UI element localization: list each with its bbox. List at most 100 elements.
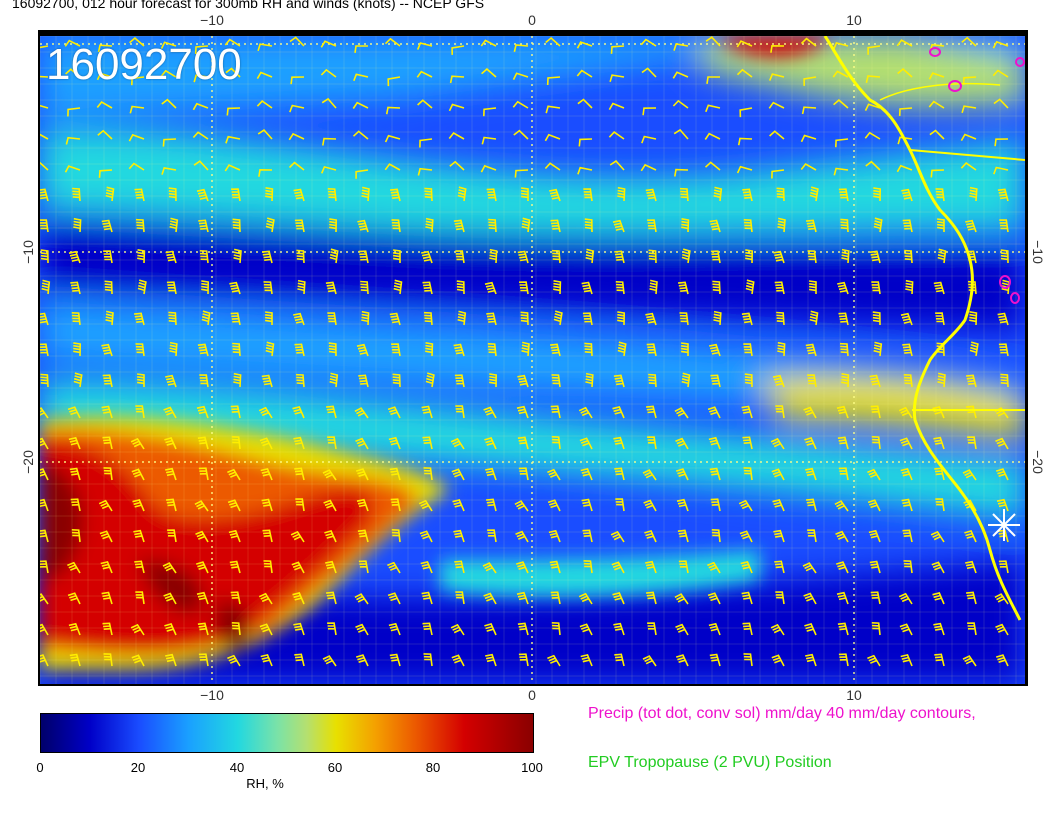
wind-barb (521, 341, 530, 357)
wind-barb (393, 279, 403, 295)
wind-barb (614, 250, 625, 264)
wind-barb (547, 499, 561, 512)
wind-barb (961, 36, 977, 47)
wind-barb (134, 560, 145, 574)
wind-barb (130, 437, 145, 450)
wind-barb (455, 250, 465, 264)
wind-barb (835, 530, 849, 543)
wind-barb (449, 75, 465, 84)
wind-barb (969, 311, 978, 326)
wind-barb (484, 623, 497, 636)
wind-barb (550, 591, 561, 605)
wind-barb (480, 39, 497, 47)
wind-barb (160, 69, 177, 78)
wind-barb (257, 129, 273, 140)
wind-barb (935, 312, 945, 326)
wind-barb (838, 312, 849, 326)
wind-barb (964, 530, 977, 543)
wind-barb (870, 591, 881, 605)
wind-barb (743, 219, 753, 233)
wind-barb (225, 67, 241, 78)
wind-barb (905, 279, 914, 295)
wind-barb (101, 219, 113, 233)
wind-barb (576, 41, 593, 49)
wind-barb (195, 561, 209, 574)
wind-barb (424, 187, 433, 202)
wind-barb (224, 38, 241, 47)
wind-barb (739, 530, 753, 543)
wind-barb (293, 312, 305, 326)
wind-barb (613, 436, 625, 450)
wind-barb (262, 250, 273, 264)
wind-barb (483, 406, 497, 419)
wind-barb (937, 372, 946, 388)
wind-barb (736, 40, 753, 48)
wind-barb (457, 186, 467, 202)
wind-barb (354, 593, 369, 605)
wind-barb (902, 343, 913, 357)
wind-barb (295, 373, 305, 388)
wind-barb (73, 372, 83, 388)
wind-barb (804, 623, 817, 636)
wind-barb (1000, 249, 1009, 264)
wind-barb (966, 250, 977, 264)
wind-barb (518, 653, 529, 667)
wind-barb (129, 105, 145, 114)
wind-barb (962, 469, 977, 481)
wind-barb (901, 498, 913, 512)
wind-barb (165, 250, 177, 264)
wind-barb (229, 281, 241, 295)
wind-barb (871, 622, 881, 636)
precip-contours (929, 47, 1025, 304)
wind-barb (40, 45, 49, 49)
wind-barb (517, 250, 529, 264)
wind-barb (135, 591, 145, 605)
wind-barb (324, 530, 337, 543)
wind-barb (935, 188, 945, 202)
wind-barb (451, 468, 465, 481)
wind-barb (578, 592, 593, 605)
colorbar-tick-80: 80 (425, 760, 441, 775)
wind-barb (641, 135, 657, 144)
wind-barb (168, 311, 177, 326)
wind-barb (40, 498, 49, 512)
wind-barb (807, 529, 817, 543)
wind-barb (995, 468, 1009, 481)
wind-barb (486, 312, 497, 326)
wind-barb (809, 310, 819, 326)
wind-barb (864, 103, 881, 111)
wind-barb (806, 498, 817, 512)
wind-barb (833, 167, 849, 176)
wind-barb (133, 529, 145, 543)
wind-barb (391, 343, 401, 357)
wind-barb (897, 136, 913, 145)
wind-barb (480, 164, 497, 173)
wind-barb (389, 467, 401, 481)
wind-barb (837, 622, 849, 636)
wind-barb (705, 104, 721, 113)
wind-barb (1000, 373, 1009, 388)
wind-barb (898, 107, 913, 117)
wind-barb (581, 498, 593, 512)
wind-barb (553, 280, 562, 295)
wind-barb (322, 655, 337, 667)
border-line-3 (879, 82, 1001, 101)
wind-barb (867, 654, 881, 667)
wind-barb (40, 104, 49, 109)
wind-barb (673, 128, 689, 140)
wind-barb (675, 468, 689, 481)
wind-barb (198, 467, 209, 481)
wind-barb (40, 219, 49, 233)
wind-barb (135, 218, 145, 233)
wind-barb (544, 162, 561, 171)
wind-barb (871, 436, 881, 450)
wind-barb (265, 187, 274, 202)
wind-barb (614, 653, 625, 667)
wind-barb (167, 529, 177, 543)
wind-barb (513, 44, 529, 52)
wind-barb (807, 374, 817, 388)
map-panel (38, 30, 1028, 686)
wind-barb (706, 76, 720, 85)
wind-barb (709, 467, 721, 481)
wind-barb (327, 622, 337, 636)
